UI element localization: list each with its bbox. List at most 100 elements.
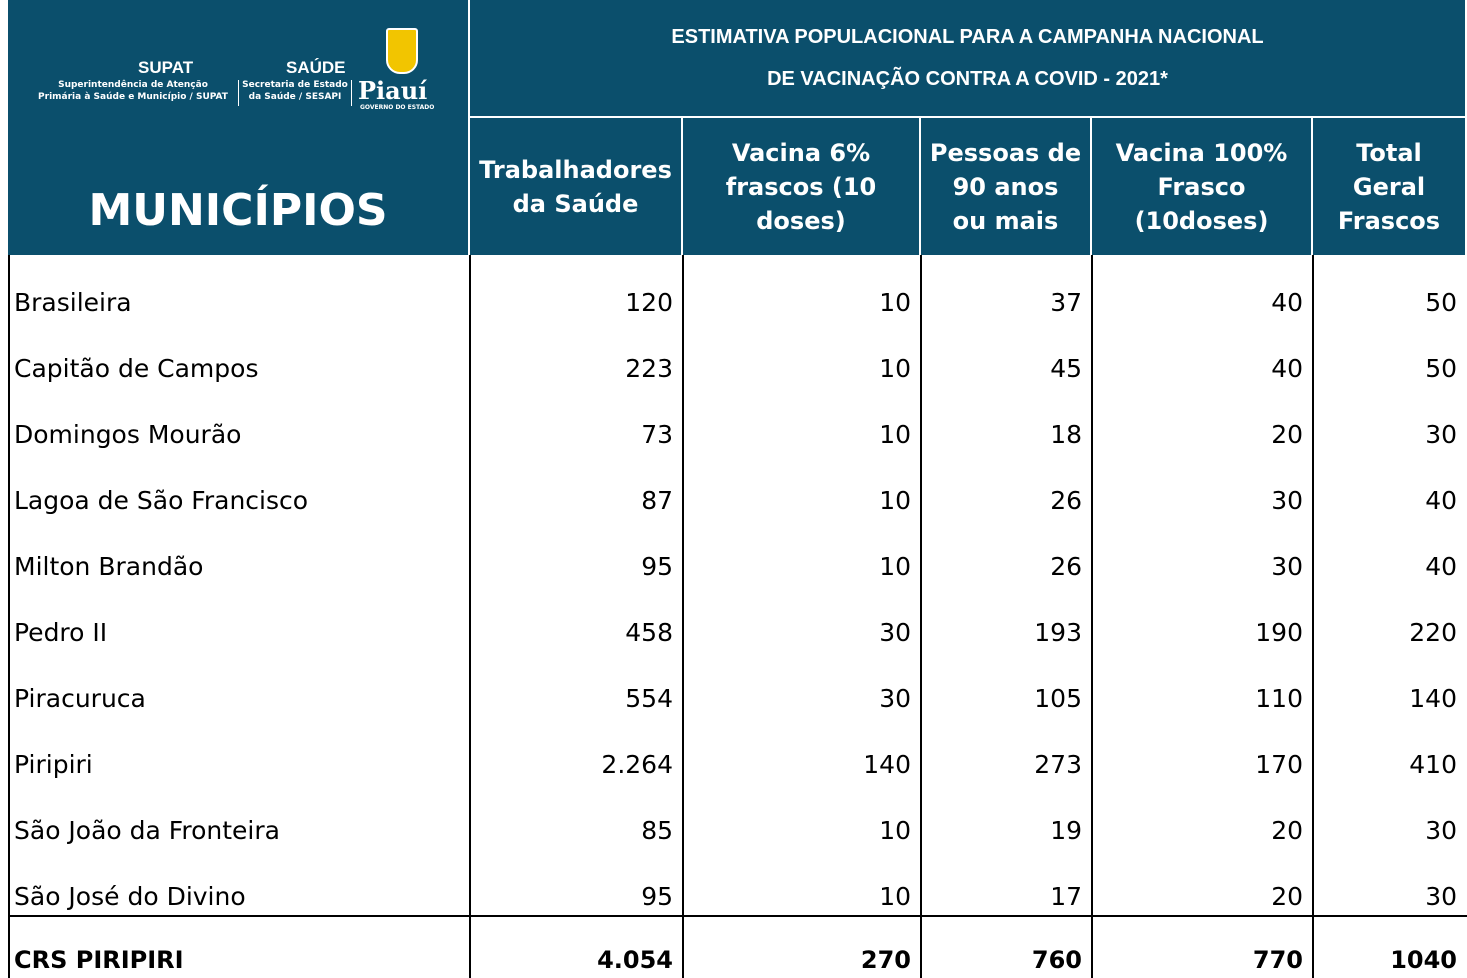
cell-value: 110 (1255, 684, 1303, 713)
cell-value: 95 (641, 552, 673, 581)
municipality: Milton Brandão (14, 552, 204, 581)
cell-value: 17 (1050, 882, 1082, 911)
title-line: ESTIMATIVA POPULACIONAL PARA A CAMPANHA … (671, 26, 1264, 48)
title-cell: ESTIMATIVA POPULACIONAL PARA A CAMPANHA … (470, 0, 1467, 118)
logo-emblem (386, 28, 418, 74)
cell-value: 30 (1425, 816, 1457, 845)
cell-value: 37 (1050, 288, 1082, 317)
cell-value: 10 (879, 288, 911, 317)
logo-text: Primária à Saúde e Município / SUPAT (38, 92, 228, 102)
column-header-line: ou mais (952, 206, 1059, 235)
column-header-line: Vacina 100% (1115, 138, 1288, 167)
cell-value: 40 (1271, 288, 1303, 317)
cell-value: 19 (1050, 816, 1082, 845)
column-header-line: 90 anos (952, 172, 1059, 201)
municipality: Piracuruca (14, 684, 146, 713)
column-header-line: Trabalhadores (479, 155, 672, 184)
cell-value: 120 (625, 288, 673, 317)
cell-value: 26 (1050, 486, 1082, 515)
column-header-line: frascos (10 doses) (725, 172, 877, 235)
column-header: Total Geral Frascos (1313, 118, 1467, 255)
cell-value: 220 (1409, 618, 1457, 647)
column-header-line: Frascos (1337, 206, 1441, 235)
column-header-line: (10doses) (1134, 206, 1269, 235)
column-header: Vacina 100% Frasco (10doses) (1092, 118, 1313, 255)
cell-value: 1040 (1390, 946, 1457, 974)
logo-text: Superintendência de Atenção (58, 80, 208, 90)
cell-value: 410 (1409, 750, 1457, 779)
cell-value: 190 (1255, 618, 1303, 647)
cell-value: 193 (1034, 618, 1082, 647)
cell-value: 18 (1050, 420, 1082, 449)
cell-value: 50 (1425, 288, 1457, 317)
cell-value: 40 (1425, 552, 1457, 581)
cell-value: 140 (1409, 684, 1457, 713)
cell-value: 10 (879, 552, 911, 581)
cell-value: 26 (1050, 552, 1082, 581)
municipality: Capitão de Campos (14, 354, 259, 383)
cell-value: 95 (641, 882, 673, 911)
column-header: Pessoas de 90 anos ou mais (921, 118, 1092, 255)
cell-value: 85 (641, 816, 673, 845)
cell-value: 30 (879, 618, 911, 647)
cell-value: 10 (879, 882, 911, 911)
column-border (682, 255, 684, 978)
cell-value: 30 (1271, 486, 1303, 515)
municipality: São José do Divino (14, 882, 246, 911)
cell-value: 45 (1050, 354, 1082, 383)
column-border (1312, 255, 1314, 978)
column-border (920, 255, 922, 978)
cell-value: 760 (1031, 946, 1082, 974)
cell-value: 40 (1425, 486, 1457, 515)
column-header-line: Pessoas de (929, 138, 1082, 167)
cell-value: 40 (1271, 354, 1303, 383)
cell-value: 30 (879, 684, 911, 713)
logo-text: Piauí (358, 76, 428, 105)
cell-value: 170 (1255, 750, 1303, 779)
cell-value: 223 (625, 354, 673, 383)
cell-value: 10 (879, 354, 911, 383)
municipality: Lagoa de São Francisco (14, 486, 309, 515)
municipality: Domingos Mourão (14, 420, 242, 449)
cell-value: 770 (1252, 946, 1303, 974)
column-header-line: Frasco (1157, 172, 1246, 201)
cell-value: 140 (863, 750, 911, 779)
cell-value: 30 (1271, 552, 1303, 581)
cell-value: 4.054 (597, 946, 673, 974)
logo-text: Secretaria de Estado (242, 80, 348, 90)
municipality: Piripiri (14, 750, 93, 779)
cell-value: 50 (1425, 354, 1457, 383)
column-header: Trabalhadores da Saúde (470, 118, 683, 255)
first-column-header: MUNICÍPIOS (88, 185, 388, 236)
cell-value: 270 (860, 946, 911, 974)
logo-cell: SUPAT Superintendência de Atenção Primária… (8, 0, 470, 255)
logo-text: SUPAT (138, 58, 194, 77)
cell-value: 554 (625, 684, 673, 713)
column-header-line: da Saúde (512, 189, 639, 218)
municipality: Pedro II (14, 618, 108, 647)
logo-divider (238, 80, 239, 106)
cell-value: 20 (1271, 882, 1303, 911)
cell-value: 87 (641, 486, 673, 515)
column-header-line: Geral (1352, 172, 1426, 201)
logo-text: GOVERNO DO ESTADO (360, 104, 435, 111)
column-border (1091, 255, 1093, 978)
municipality: Brasileira (14, 288, 132, 317)
column-header-line: Vacina 6% (731, 138, 871, 167)
cell-value: 73 (641, 420, 673, 449)
cell-value: 105 (1034, 684, 1082, 713)
column-header-line: Total (1356, 138, 1422, 167)
title-line: DE VACINAÇÃO CONTRA A COVID - 2021* (767, 68, 1168, 90)
cell-value: 458 (625, 618, 673, 647)
logo-divider (351, 80, 352, 106)
logo-text: SAÚDE (286, 58, 346, 77)
logo: SUPAT Superintendência de Atenção Primária… (8, 0, 468, 118)
cell-value: 273 (1034, 750, 1082, 779)
municipality: CRS PIRIPIRI (14, 946, 184, 974)
cell-value: 2.264 (601, 750, 673, 779)
cell-value: 10 (879, 816, 911, 845)
logo-text: da Saúde / SESAPI (248, 92, 342, 102)
municipality: São João da Fronteira (14, 816, 280, 845)
column-border (8, 255, 10, 978)
